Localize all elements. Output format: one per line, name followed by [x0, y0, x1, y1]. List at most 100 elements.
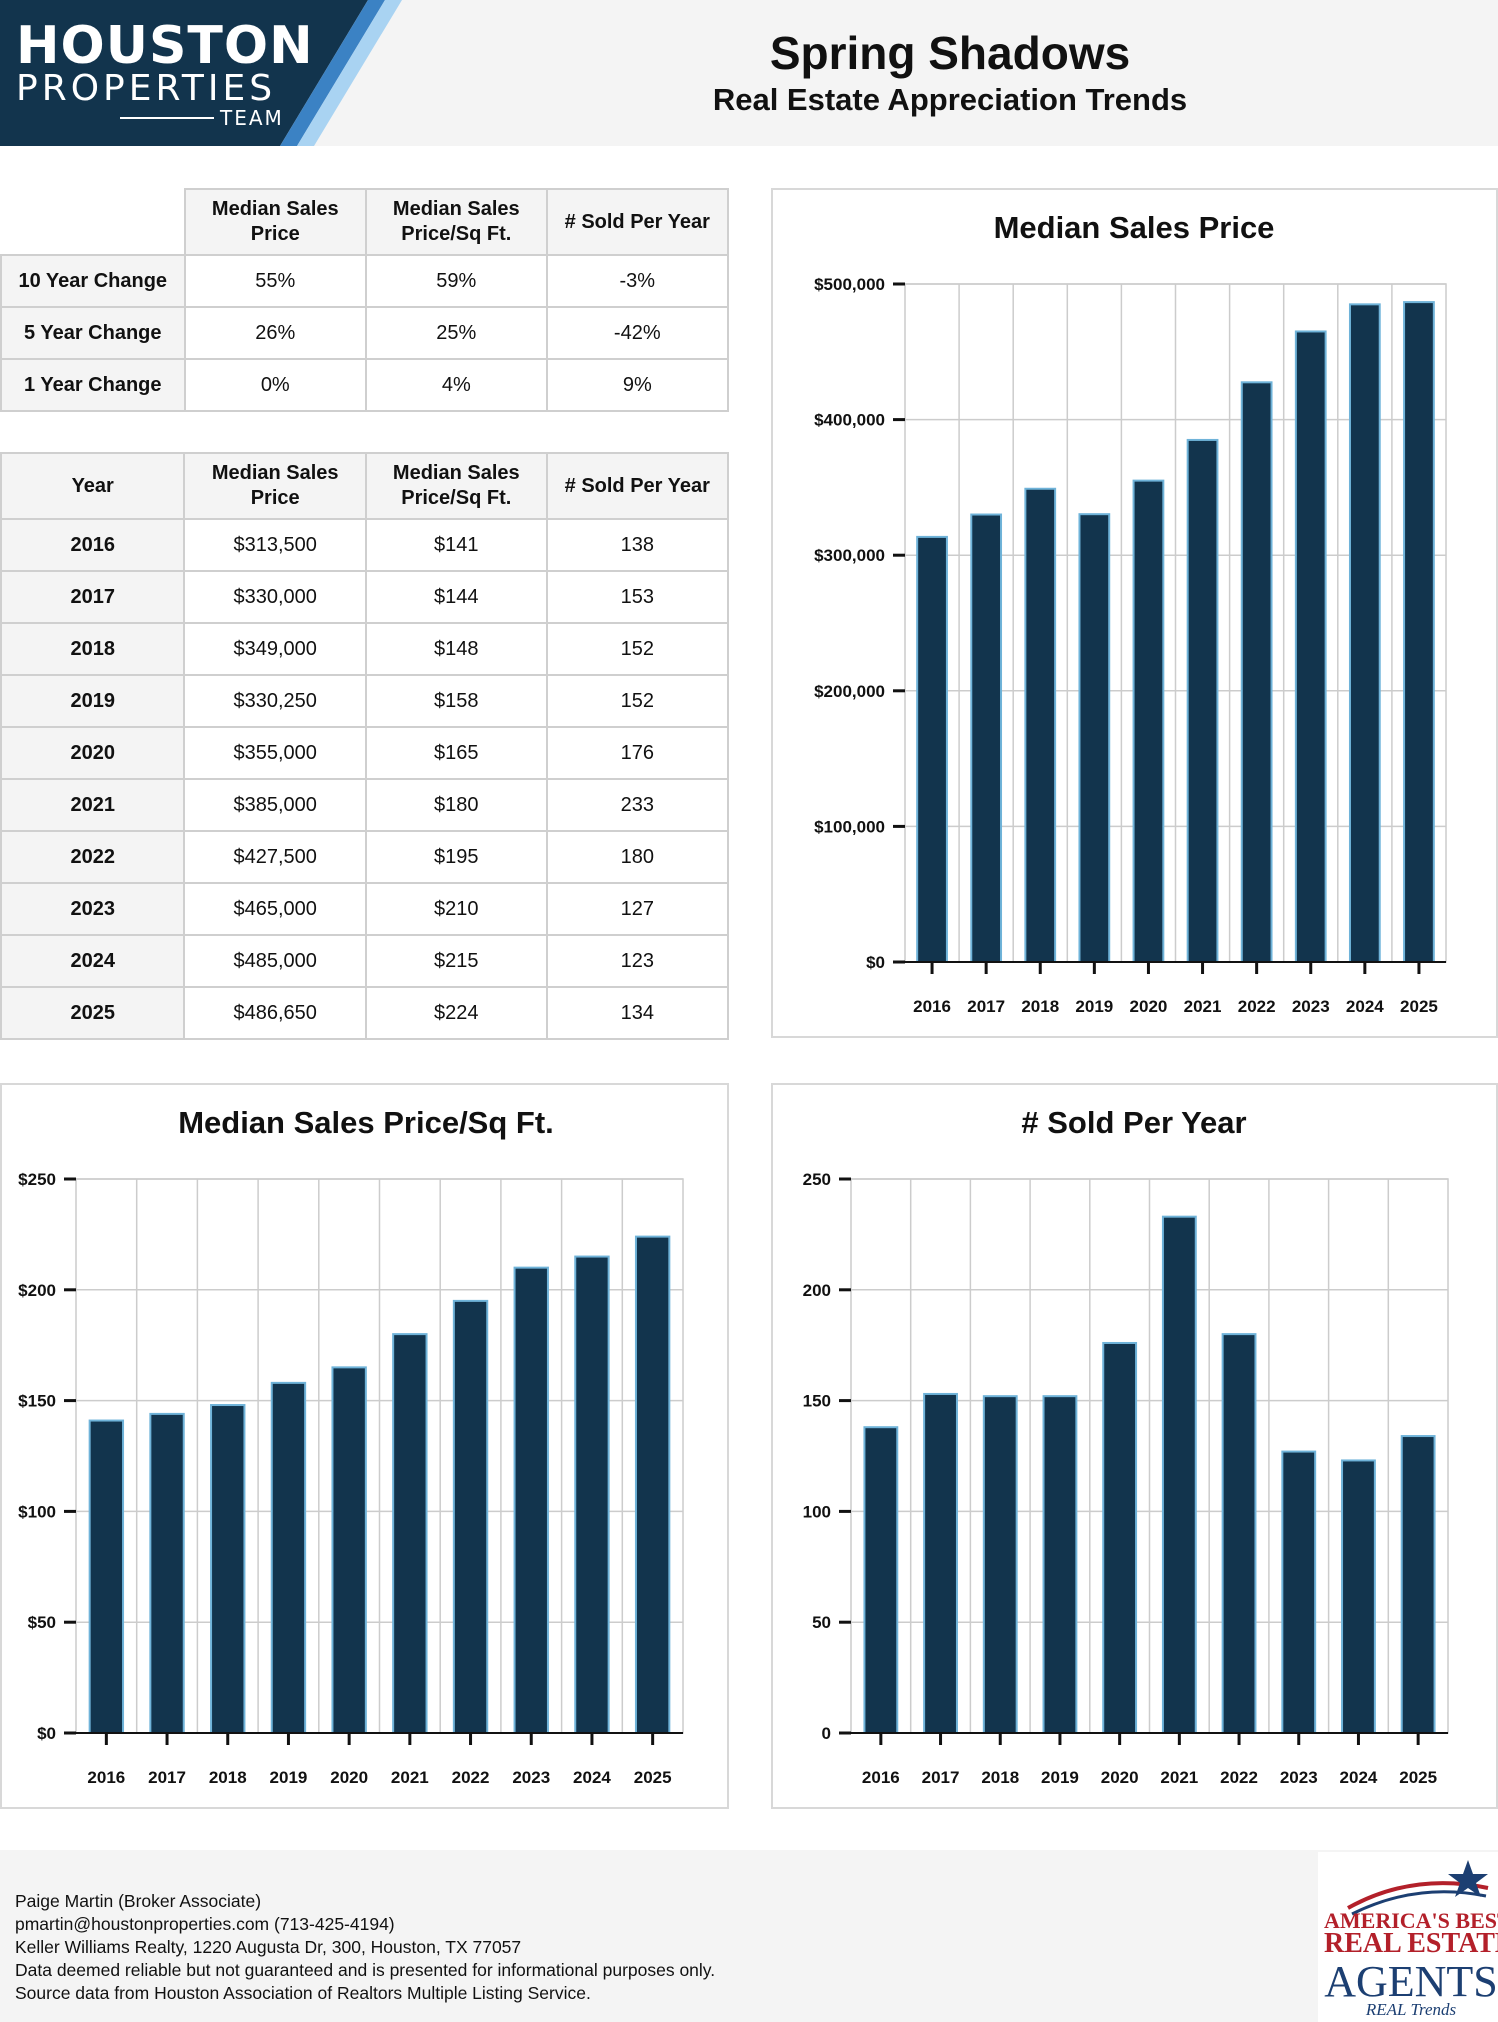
bar-2024 — [1341, 1459, 1376, 1734]
cell-sold: 176 — [545, 726, 730, 780]
x-tick-label: 2018 — [209, 1768, 247, 1787]
bar-2016 — [88, 1419, 125, 1734]
logo-line-properties: PROPERTIES — [16, 68, 277, 109]
bar-2023 — [1294, 330, 1327, 963]
bar-2021 — [1161, 1215, 1197, 1734]
cell-median-price: $330,250 — [183, 674, 367, 728]
table-row: 5 Year Change 26% 25% -42% — [0, 306, 730, 360]
x-tick-label: 2022 — [1238, 997, 1276, 1016]
row-label: 1 Year Change — [0, 358, 186, 412]
badge-line-real-trends: REAL Trends — [1365, 2000, 1457, 2019]
chart-title: # Sold Per Year — [1021, 1105, 1246, 1140]
x-tick-label: 2024 — [1340, 1768, 1378, 1787]
cell-median-price: $485,000 — [183, 934, 367, 988]
cell-median-price: $313,500 — [183, 518, 367, 572]
row-year: 2025 — [0, 986, 186, 1040]
header-cell-empty — [0, 188, 186, 256]
header-sold-per-year: # Sold Per Year — [545, 188, 730, 256]
x-tick-label: 2023 — [1292, 997, 1330, 1016]
footer-data-source: Source data from Houston Association of … — [15, 1983, 591, 2003]
row-year: 2020 — [0, 726, 186, 780]
x-tick-label: 2022 — [1220, 1768, 1258, 1787]
x-tick-label: 2025 — [1399, 1768, 1437, 1787]
y-tick-label: 150 — [803, 1392, 831, 1411]
footer-contact-info: Paige Martin (Broker Associate) pmartin@… — [15, 1890, 715, 2005]
bar-2019 — [270, 1381, 307, 1734]
x-tick-label: 2017 — [967, 997, 1005, 1016]
cell-median-sqft: $144 — [364, 570, 548, 624]
logo-line-houston: HOUSTON — [16, 16, 314, 76]
table-header-row: Year Median Sales Price Median Sales Pri… — [0, 452, 730, 520]
chart-title: Median Sales Price/Sq Ft. — [178, 1105, 554, 1140]
row-year: 2023 — [0, 882, 186, 936]
cell-sold: 180 — [545, 830, 730, 884]
x-tick-label: 2021 — [1184, 997, 1222, 1016]
median-price-sqft-chart: Median Sales Price/Sq Ft. $0 $50 $100 $150 $2… — [0, 1083, 729, 1809]
median-sales-price-chart-svg: Median Sales Price $0 $100,000 $200,000 $300… — [814, 210, 1447, 1016]
sold-per-year-chart-svg: # Sold Per Year 0 50 100 150 200 250 2016 2017 20… — [803, 1105, 1449, 1787]
y-tick-label: $300,000 — [814, 546, 885, 565]
table-row: 1 Year Change 0% 4% 9% — [0, 358, 730, 412]
x-tick-label: 2018 — [1021, 997, 1059, 1016]
cell-median-price: $355,000 — [183, 726, 367, 780]
cell-median-sqft: $224 — [364, 986, 548, 1040]
cell-sold-change: 9% — [545, 358, 730, 412]
badge-line-real-estate: REAL ESTATE — [1324, 1928, 1498, 1959]
table-header-row: Median Sales Price Median Sales Price/Sq… — [0, 188, 730, 256]
bar-2020 — [1132, 479, 1165, 963]
x-tick-label: 2020 — [330, 1768, 368, 1787]
cell-median-sqft: $215 — [364, 934, 548, 988]
cell-median-price: $427,500 — [183, 830, 367, 884]
table-row: 2023 $465,000 $210 127 — [0, 882, 730, 936]
bar-2020 — [1102, 1341, 1138, 1734]
houston-properties-logo[interactable]: HOUSTON PROPERTIES TEAM — [0, 0, 410, 146]
cell-price-change: 26% — [183, 306, 368, 360]
cell-median-sqft: $158 — [364, 674, 548, 728]
y-tick-label: 250 — [803, 1170, 831, 1189]
cell-median-sqft: $165 — [364, 726, 548, 780]
cell-sold: 138 — [545, 518, 730, 572]
cell-sold: 127 — [545, 882, 730, 936]
row-label: 5 Year Change — [0, 306, 186, 360]
cell-median-sqft: $210 — [364, 882, 548, 936]
table-row: 2020 $355,000 $165 176 — [0, 726, 730, 780]
americas-best-agents-badge: AMERICA'S BEST REAL ESTATE AGENTS REAL T… — [1318, 1852, 1498, 2022]
bar-2016 — [863, 1426, 899, 1734]
y-tick-label: $100,000 — [814, 817, 885, 836]
x-tick-label: 2021 — [1160, 1768, 1198, 1787]
median-price-sqft-chart-svg: Median Sales Price/Sq Ft. $0 $50 $100 $150 $2… — [18, 1105, 684, 1787]
cell-price-change: 55% — [183, 254, 368, 308]
x-tick-label: 2019 — [1041, 1768, 1079, 1787]
cell-median-sqft: $180 — [364, 778, 548, 832]
row-year: 2024 — [0, 934, 186, 988]
row-year: 2019 — [0, 674, 186, 728]
y-tick-label: $200 — [18, 1281, 56, 1300]
y-tick-label: $150 — [18, 1392, 56, 1411]
header-median-sales-price: Median Sales Price — [183, 452, 367, 520]
row-label: 10 Year Change — [0, 254, 186, 308]
cell-sold: 153 — [545, 570, 730, 624]
x-tick-label: 2025 — [634, 1768, 672, 1787]
logo-line-team: TEAM — [220, 106, 284, 130]
page-title: Spring Shadows — [769, 27, 1131, 79]
chart-title: Median Sales Price — [994, 210, 1275, 245]
x-tick-label: 2017 — [148, 1768, 186, 1787]
y-tick-label: $50 — [28, 1613, 56, 1632]
x-tick-label: 2016 — [913, 997, 951, 1016]
x-tick-label: 2016 — [862, 1768, 900, 1787]
y-tick-label: $200,000 — [814, 682, 885, 701]
badge-star-icon — [1347, 1860, 1489, 1916]
y-tick-label: 50 — [812, 1613, 831, 1632]
bar-2025 — [634, 1235, 671, 1734]
logo-divider — [120, 117, 214, 119]
cell-sqft-change: 4% — [365, 358, 548, 412]
bar-2025 — [1400, 1435, 1436, 1734]
cell-median-price: $349,000 — [183, 622, 367, 676]
bar-2021 — [392, 1333, 428, 1734]
x-tick-label: 2018 — [981, 1768, 1019, 1787]
page-header: HOUSTON PROPERTIES TEAM Spring Shadows R… — [0, 0, 1498, 146]
logo-background — [0, 0, 402, 146]
cell-median-sqft: $141 — [364, 518, 548, 572]
bar-2025 — [1403, 301, 1435, 963]
row-year: 2016 — [0, 518, 186, 572]
